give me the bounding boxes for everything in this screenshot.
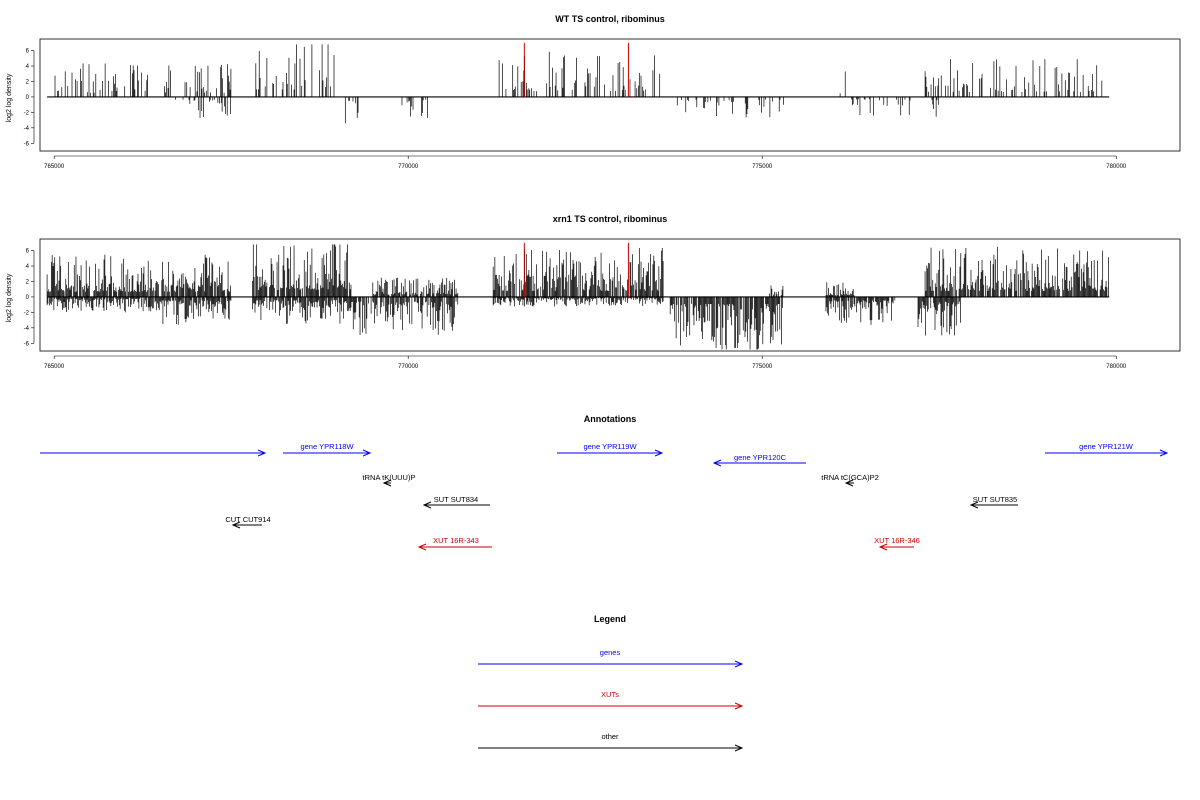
annotation-label: gene YPR118W (300, 442, 354, 451)
y-tick-label: 0 (26, 295, 30, 301)
annotation-feature: tRNA tC(GCA)P2 (821, 473, 879, 487)
arrow-head (417, 543, 427, 551)
annotation-label: gene YPR121W (1079, 442, 1134, 451)
y-tick-label: 2 (26, 279, 30, 285)
y-tick-label: 4 (26, 264, 30, 270)
arrow-head (257, 449, 267, 457)
arrow-head (969, 501, 979, 509)
y-tick-label: 6 (26, 249, 30, 255)
legend-panel: Legend genes XUTs other (478, 614, 744, 752)
y-tick-label: -4 (24, 126, 30, 132)
y-tick-label: -2 (24, 310, 30, 316)
annotation-feature: SUT SUT834 (422, 495, 490, 509)
x-tick-label: 765000 (44, 164, 65, 170)
legend-label: genes (600, 648, 621, 657)
arrow-head (382, 479, 392, 487)
legend-label: XUTs (601, 690, 619, 699)
wt-title: WT TS control, ribominus (555, 14, 665, 24)
annotation-feature: tRNA tK(UUU)P (363, 473, 416, 487)
annotation-feature: SUT SUT835 (969, 495, 1018, 509)
annotation-label: SUT SUT834 (434, 495, 478, 504)
annotation-label: gene YPR120C (734, 453, 787, 462)
arrow-head (422, 501, 432, 509)
annotations-title: Annotations (584, 414, 637, 424)
annotation-label: tRNA tC(GCA)P2 (821, 473, 879, 482)
annotation-label: CUT CUT914 (225, 515, 270, 524)
y-tick-label: 2 (26, 79, 30, 85)
annotation-label: XUT 16R-343 (433, 536, 479, 545)
annotation-feature: gene YPR121W (1045, 442, 1169, 457)
xrn1-panel: xrn1 TS control, ribominus log2 log dens… (6, 214, 1181, 370)
wt-ylabel: log2 log density (6, 73, 13, 122)
legend-arrow-head (734, 702, 744, 710)
arrow-head (231, 521, 241, 529)
annotation-feature: gene YPR120C (712, 453, 806, 467)
x-tick-label: 770000 (398, 364, 419, 370)
annotation-label: gene YPR119W (583, 442, 637, 451)
annotation-feature: CUT CUT914 (225, 515, 271, 529)
wt-marks (47, 42, 1110, 124)
annotation-label: SUT SUT835 (973, 495, 1017, 504)
y-tick-label: -6 (24, 141, 30, 147)
annotation-feature: XUT 16R-343 (417, 536, 492, 551)
annotation-feature (40, 449, 267, 457)
xrn1-plot-frame (39, 238, 1181, 352)
x-tick-label: 780000 (1106, 164, 1127, 170)
arrow-head (844, 479, 854, 487)
x-tick-label: 775000 (752, 164, 773, 170)
y-tick-label: -6 (24, 341, 30, 347)
y-tick-label: 0 (26, 95, 30, 101)
xrn1-marks (46, 242, 1110, 350)
annotation-feature: gene YPR119W (557, 442, 664, 457)
legend-entry: genes (478, 648, 744, 668)
wt-plot-frame (39, 38, 1181, 152)
xrn1-title: xrn1 TS control, ribominus (553, 214, 668, 224)
y-tick-label: -2 (24, 110, 30, 116)
legend-entry: XUTs (478, 690, 744, 710)
arrow-head (362, 449, 372, 457)
legend-items: genes XUTs other (478, 648, 744, 752)
arrow-head (654, 449, 664, 457)
y-tick-label: -4 (24, 326, 30, 332)
arrow-head (712, 459, 722, 467)
xrn1-ylabel: log2 log density (6, 273, 13, 322)
arrow-head (1159, 449, 1169, 457)
wt-panel: WT TS control, ribominus log2 log densit… (6, 14, 1181, 170)
x-tick-label: 775000 (752, 364, 773, 370)
legend-arrow-head (734, 660, 744, 668)
xrn1-axes: -6 -4 -2 0 2 4 6 765000 770000 775000 780000 (24, 249, 1127, 370)
legend-title: Legend (594, 614, 626, 624)
legend-arrow-head (734, 744, 744, 752)
x-tick-label: 780000 (1106, 364, 1127, 370)
legend-entry: other (478, 732, 744, 752)
arrow-head (878, 543, 888, 551)
wt-axes: -6 -4 -2 0 2 4 6 765000 770000 775000 780000 (24, 49, 1127, 170)
annotations-panel: Annotations gene YPR118W gene YPR119Wgene… (40, 414, 1169, 551)
x-tick-label: 765000 (44, 364, 65, 370)
x-tick-label: 770000 (398, 164, 419, 170)
y-tick-label: 4 (26, 64, 30, 70)
annotation-feature: gene YPR118W (283, 442, 372, 457)
annotation-label: tRNA tK(UUU)P (363, 473, 416, 482)
legend-label: other (601, 732, 619, 741)
y-tick-label: 6 (26, 49, 30, 55)
annotation-feature: XUT 16R-346 (874, 536, 920, 551)
annotation-label: XUT 16R-346 (874, 536, 920, 545)
annotation-items: gene YPR118W gene YPR119W gene YPR120C gene… (40, 442, 1169, 551)
